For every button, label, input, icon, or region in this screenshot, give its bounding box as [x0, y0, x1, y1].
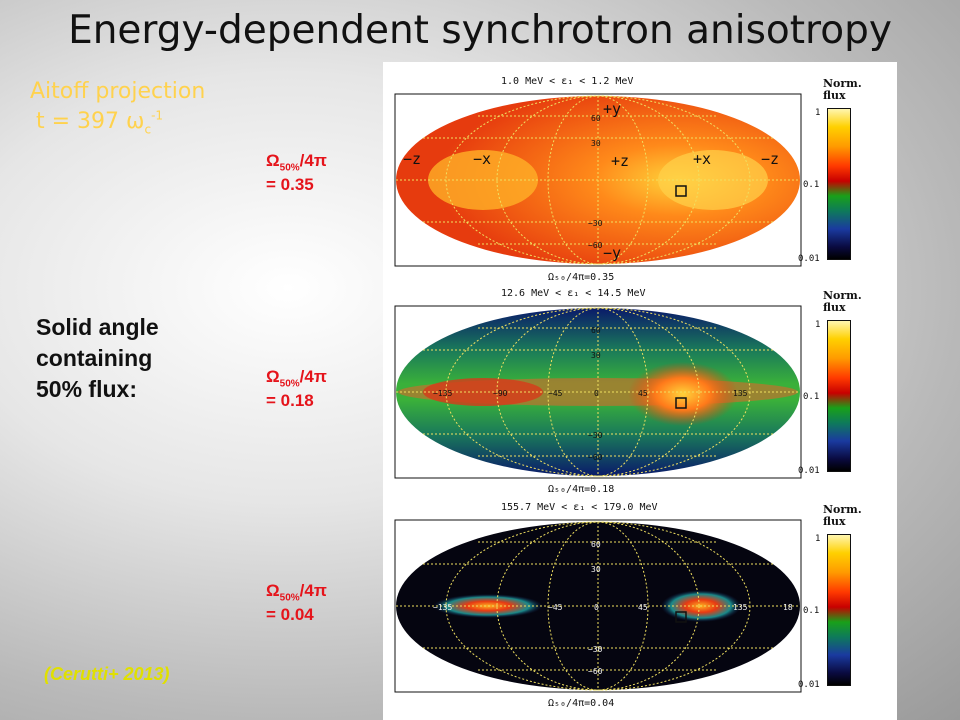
projection-label: Aitoff projection [30, 78, 205, 107]
lat-label: 60 [591, 540, 601, 549]
colorbar-tick: 0.1 [803, 180, 819, 190]
axis-label-plus-z: +z [611, 152, 629, 170]
slide-title: Energy-dependent synchrotron anisotropy [0, 8, 960, 53]
panel-mid-energy: 12.6 MeV < ε₁ < 14.5 MeV [383, 288, 897, 498]
lat-label: −30 [588, 431, 603, 440]
colorbar-title: Norm. flux [823, 290, 862, 313]
lon-label: −135 [433, 389, 452, 398]
lon-label: 135 [733, 389, 748, 398]
lat-label: −60 [588, 667, 603, 676]
aitoff-map: 60 30 0 −30 −60 −135 −90 −45 45 135 [383, 298, 813, 488]
lat-label: −30 [588, 219, 603, 228]
axis-label-minus-z: −z [403, 150, 421, 168]
lon-label: 18 [783, 603, 793, 612]
lat-label: 0 [594, 389, 599, 398]
colorbar-tick: 0.1 [803, 392, 819, 402]
lat-label: 30 [591, 565, 601, 574]
omega-label-3: Ω50%/4π = 0.04 [266, 580, 327, 626]
lat-label: 60 [591, 326, 601, 335]
lat-label: −30 [588, 645, 603, 654]
projection-caption: Aitoff projection t = 397 ωc-1 [30, 78, 205, 107]
axis-label-plus-x: +x [693, 150, 711, 168]
colorbar-tick: 0.01 [798, 254, 820, 264]
lat-label: −60 [588, 241, 603, 250]
axis-label-plus-y: +y [603, 100, 621, 118]
lon-label: −45 [548, 389, 563, 398]
solid-angle-caption: Solid angle containing 50% flux: [36, 312, 159, 405]
colorbar-tick: 0.01 [798, 466, 820, 476]
lat-label: 0 [594, 603, 599, 612]
colorbar-tick: 0.1 [803, 606, 819, 616]
colorbar [827, 108, 851, 260]
panel-footer: Ω₅₀/4π=0.04 [548, 698, 614, 709]
citation: (Cerutti+ 2013) [44, 664, 170, 685]
aitoff-map: 60 30 0 −30 −60 −135 −45 45 135 18 [383, 512, 813, 702]
lon-label: −135 [433, 603, 452, 612]
lat-label: 30 [591, 139, 601, 148]
panel-footer: Ω₅₀/4π=0.35 [548, 272, 614, 283]
panel-high-energy: 155.7 MeV < ε₁ < 179.0 MeV [383, 502, 897, 712]
colorbar-tick: 1 [815, 534, 820, 544]
lon-label: 135 [733, 603, 748, 612]
solid-angle-line3: 50% flux: [36, 374, 159, 405]
solid-angle-line1: Solid angle [36, 312, 159, 343]
lat-label: −60 [588, 453, 603, 462]
panel-low-energy: 1.0 MeV < ε₁ < 1.2 MeV [383, 76, 897, 286]
colorbar-title: Norm. flux [823, 504, 862, 527]
colorbar-tick: 1 [815, 320, 820, 330]
panel-footer: Ω₅₀/4π=0.18 [548, 484, 614, 495]
lon-label: −90 [493, 389, 508, 398]
axis-label-minus-z-right: −z [761, 150, 779, 168]
colorbar-tick: 1 [815, 108, 820, 118]
aitoff-map: 60 30 −30 −60 +y −z −x +z +x −z −y [383, 86, 813, 276]
colorbar-tick: 0.01 [798, 680, 820, 690]
lat-label: 60 [591, 114, 601, 123]
colorbar [827, 320, 851, 472]
colorbar [827, 534, 851, 686]
lon-label: 45 [638, 603, 648, 612]
omega-label-1: Ω50%/4π = 0.35 [266, 150, 327, 196]
lon-label: 45 [638, 389, 648, 398]
aitoff-figure: 1.0 MeV < ε₁ < 1.2 MeV [383, 62, 897, 720]
lon-label: −45 [548, 603, 563, 612]
colorbar-title: Norm. flux [823, 78, 862, 101]
axis-label-minus-x: −x [473, 150, 491, 168]
time-label: t = 397 ωc-1 [36, 108, 163, 138]
axis-label-minus-y: −y [603, 244, 621, 262]
lat-label: 30 [591, 351, 601, 360]
solid-angle-line2: containing [36, 343, 159, 374]
omega-label-2: Ω50%/4π = 0.18 [266, 366, 327, 412]
